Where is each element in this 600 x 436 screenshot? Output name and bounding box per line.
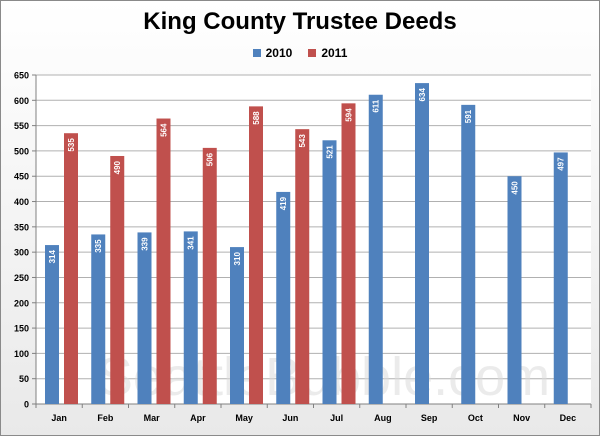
legend-label-2011: 2011 xyxy=(321,46,348,60)
x-tick-label: May xyxy=(235,413,253,423)
data-label: 497 xyxy=(557,157,566,171)
bar-2010-oct xyxy=(461,104,476,405)
x-tick-label: Jun xyxy=(282,413,298,423)
data-label: 490 xyxy=(113,160,122,174)
y-tick-label: 100 xyxy=(14,349,29,359)
data-label: 535 xyxy=(67,138,76,152)
x-tick-label: Dec xyxy=(560,413,577,423)
bar-2010-nov xyxy=(507,176,522,404)
data-label: 341 xyxy=(187,236,196,250)
bar-2010-jun xyxy=(276,191,291,404)
y-tick-label: 650 xyxy=(14,71,29,81)
data-label: 335 xyxy=(94,239,103,253)
y-tick-label: 400 xyxy=(14,197,29,207)
chart-title: King County Trustee Deeds xyxy=(143,8,457,35)
y-tick-label: 50 xyxy=(19,374,29,384)
x-tick-label: Sep xyxy=(421,413,438,423)
y-tick-label: 150 xyxy=(14,324,29,334)
data-label: 588 xyxy=(252,111,261,125)
y-tick-label: 0 xyxy=(24,400,29,410)
data-label: 419 xyxy=(279,196,288,210)
data-label: 564 xyxy=(160,123,169,137)
x-tick-label: Oct xyxy=(468,413,483,423)
bar-2010-mar xyxy=(137,232,152,404)
x-tick-label: Jan xyxy=(51,413,67,423)
y-tick-label: 350 xyxy=(14,222,29,232)
data-label: 634 xyxy=(418,88,427,102)
bar-2010-sep xyxy=(415,83,429,405)
data-label: 611 xyxy=(372,99,381,112)
bar-2011-mar xyxy=(156,118,171,404)
legend-swatch-2010 xyxy=(252,49,261,57)
legend-label-2010: 2010 xyxy=(265,46,293,60)
bar-2010-jan xyxy=(45,245,59,404)
bar-2011-feb xyxy=(110,155,125,404)
data-label: 339 xyxy=(141,237,150,251)
legend-swatch-2011 xyxy=(308,49,317,57)
legend-item-2010: 2010 xyxy=(252,46,293,60)
legend-item-2011: 2011 xyxy=(308,46,347,60)
data-label: 543 xyxy=(298,134,307,148)
y-tick-label: 600 xyxy=(14,96,29,106)
bar-2011-apr xyxy=(202,147,217,404)
chart-legend: 2010 2011 xyxy=(0,46,600,60)
bar-2010-feb xyxy=(91,234,106,404)
data-label: 506 xyxy=(206,152,215,166)
data-label: 314 xyxy=(48,250,57,264)
bar-2010-may xyxy=(230,247,244,404)
x-tick-label: Nov xyxy=(513,413,530,423)
y-tick-label: 300 xyxy=(14,248,29,258)
bar-2011-may xyxy=(249,106,263,405)
x-tick-label: Apr xyxy=(190,413,206,423)
y-tick-label: 250 xyxy=(14,273,29,283)
y-tick-label: 450 xyxy=(14,172,29,182)
y-tick-label: 500 xyxy=(14,146,29,156)
bar-2011-jun xyxy=(295,129,310,405)
data-label: 594 xyxy=(345,108,354,122)
data-label: 521 xyxy=(326,145,335,159)
x-tick-label: Feb xyxy=(97,413,114,423)
data-label: 591 xyxy=(464,109,473,123)
bar-2010-dec xyxy=(553,152,568,404)
plot-area xyxy=(36,75,591,404)
data-label: 450 xyxy=(511,181,520,195)
bar-2010-aug xyxy=(368,94,383,405)
bar-2011-jul xyxy=(341,103,356,405)
bar-2011-jan xyxy=(64,133,78,404)
bar-2010-apr xyxy=(183,231,198,404)
y-tick-label: 200 xyxy=(14,298,29,308)
y-tick-label: 550 xyxy=(14,121,29,131)
x-tick-label: Mar xyxy=(144,413,161,423)
data-label: 310 xyxy=(233,252,242,266)
bar-2010-jul xyxy=(322,140,337,405)
x-tick-label: Jul xyxy=(330,413,343,423)
x-tick-label: Aug xyxy=(374,413,392,423)
